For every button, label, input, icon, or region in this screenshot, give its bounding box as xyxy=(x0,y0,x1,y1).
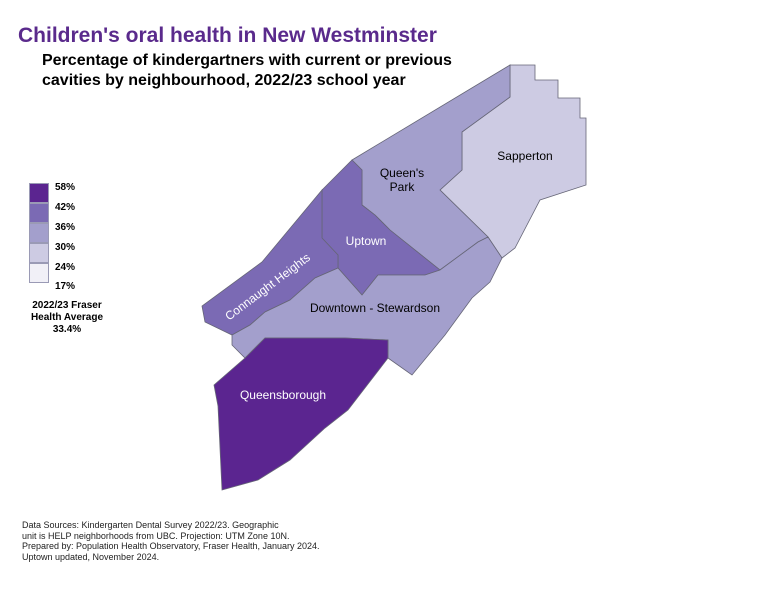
fh-average-value: 33.4% xyxy=(52,324,82,335)
legend-label: 24% xyxy=(55,262,76,273)
legend-label: 30% xyxy=(55,242,76,253)
legend-swatch xyxy=(29,223,49,243)
fraser-health-average: 2022/23 Fraser Health Average 33.4% xyxy=(18,300,116,336)
map-title: Children's oral health in New Westminste… xyxy=(18,24,437,47)
label-downtown-stewardson: Downtown - Stewardson xyxy=(310,301,440,315)
legend-min-label: 17% xyxy=(55,281,76,292)
label-queens-park-line-2: Park xyxy=(390,180,416,194)
fh-average-line-1: 2022/23 Fraser xyxy=(32,300,102,311)
region-queensborough[interactable] xyxy=(213,337,389,491)
data-sources-note: Data Sources: Kindergarten Dental Survey… xyxy=(22,520,320,562)
legend-swatch xyxy=(29,243,49,263)
legend-label: 42% xyxy=(55,202,76,213)
legend-label: 58% xyxy=(55,182,76,193)
sources-line-4: Uptown updated, November 2024. xyxy=(22,551,160,562)
subtitle-line-2: cavities by neighbourhood, 2022/23 schoo… xyxy=(42,72,406,89)
label-sapperton: Sapperton xyxy=(497,149,552,163)
legend-swatch xyxy=(29,263,49,283)
label-queens-park-line-1: Queen's xyxy=(380,166,424,180)
sources-line-3: Prepared by: Population Health Observato… xyxy=(22,541,320,551)
map-subtitle: Percentage of kindergartners with curren… xyxy=(42,51,452,91)
legend-label: 36% xyxy=(55,222,76,233)
label-queensborough: Queensborough xyxy=(240,388,326,402)
legend-swatch xyxy=(29,183,49,203)
subtitle-line-1: Percentage of kindergartners with curren… xyxy=(42,52,452,69)
region-downtown-stewardson[interactable] xyxy=(231,236,503,376)
sources-line-1: Data Sources: Kindergarten Dental Survey… xyxy=(22,520,279,530)
sources-line-2: unit is HELP neighborhoods from UBC. Pro… xyxy=(22,530,290,541)
label-uptown: Uptown xyxy=(346,234,387,248)
fh-average-line-2: Health Average xyxy=(30,312,104,323)
legend-swatch xyxy=(29,203,49,223)
